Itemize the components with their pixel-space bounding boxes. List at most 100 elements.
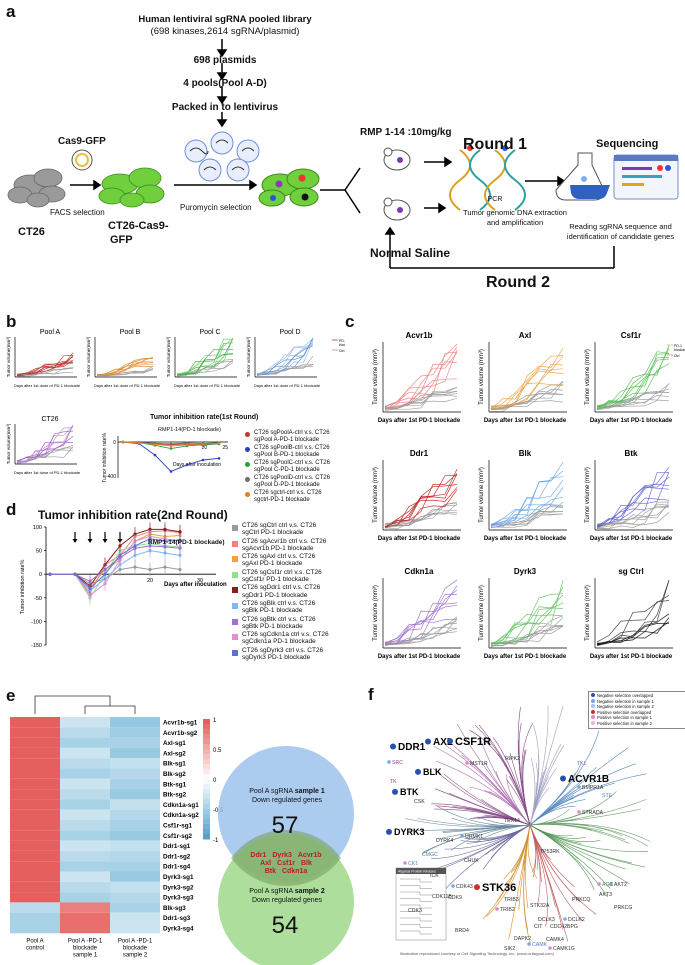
- heatmap-row-label: Btk-sg2: [163, 792, 187, 799]
- gene-plot-series-line: [596, 580, 670, 647]
- legend-d-text: sgBlk PD-1 blockade: [242, 607, 303, 615]
- heatmap-cell: [60, 861, 110, 872]
- legend-b-text: sgPool A-PD-1 blockade: [254, 437, 320, 443]
- heatmap-cell: [10, 809, 60, 820]
- gene-plot-series-line: [490, 625, 564, 644]
- heatmap-cell: [10, 861, 60, 872]
- heatmap-col-label: Pool A -PD-1: [118, 938, 153, 944]
- legend-b-text: CT26 sgPoolA-ctrl v.s. CT26: [254, 430, 330, 436]
- legend-f: Negative selection overlapped Negative se…: [588, 691, 685, 729]
- gene-plot-ylabel: Tumor volume (mm³): [585, 585, 591, 641]
- inhib-b-tick: 20: [202, 445, 208, 451]
- inhib-b-point: [137, 441, 141, 445]
- kinase-marker: [425, 738, 431, 745]
- kinase-small-marker: [527, 942, 531, 946]
- inhib-d-point: [103, 582, 107, 586]
- heatmap-cell: [10, 799, 60, 810]
- heatmap-cell: [110, 789, 160, 800]
- legend-d-swatch: [232, 587, 238, 594]
- inhib-d-point: [163, 527, 167, 531]
- gene-plot-title: Btk: [625, 449, 638, 458]
- kinase-big-label: CSF1R: [455, 736, 491, 748]
- panel-c-plots: Acvr1b Days after 1st PD-1 blockade Tumor …: [373, 331, 685, 660]
- panel-d-label: d: [6, 500, 17, 519]
- gene-plot-series-line: [384, 346, 458, 407]
- pool-plot-ylabel: Tumor volume(mm³): [6, 423, 11, 464]
- venn-bot-number: 54: [271, 912, 299, 939]
- heatmap-cell: [110, 912, 160, 923]
- scale-bar-segment: [203, 744, 210, 750]
- legend-f-swatch: [591, 720, 595, 725]
- gene-plot-series-line: [490, 580, 564, 646]
- heatmap-cell: [60, 881, 110, 893]
- round1-label: Round 1: [463, 136, 527, 153]
- heatmap-col-label: control: [26, 945, 44, 951]
- gene-plot-series-line: [384, 468, 458, 527]
- scale-bar-segment: [203, 784, 210, 790]
- kinase-small-label: PRKCQ: [572, 897, 590, 903]
- gene-plot-series-line: [490, 355, 564, 411]
- heatmap-cell: [10, 902, 60, 913]
- kinase-small-marker: [495, 907, 499, 911]
- gene-plot-series-line: [596, 395, 670, 408]
- scale-bar-segment: [203, 734, 210, 740]
- inhib-b-point: [169, 444, 173, 448]
- pcr-label: PCR: [487, 196, 503, 203]
- cas9-plasmid: [71, 149, 93, 171]
- heatmap-cell: [10, 820, 60, 831]
- pool-plot-series-line: [176, 338, 234, 375]
- gene-plot-series-line: [384, 627, 458, 646]
- inhib-annot-d: RMP1-14(PD-1 blockade): [148, 539, 225, 546]
- kinase-small-label: CHUK: [464, 858, 479, 864]
- kinase-small-label: PRKCG: [614, 905, 632, 911]
- gene-plot-series-line: [384, 602, 458, 645]
- venn-bot-prefix: Pool A sgRNA: [249, 888, 293, 895]
- panel-e-label: e: [6, 686, 16, 705]
- inhib-d-tick: -150: [31, 643, 42, 649]
- scale-bar-segment: [203, 759, 210, 765]
- heatmap-cell: [10, 747, 60, 759]
- legend-f-swatch: [591, 693, 595, 697]
- panel-a-diagram: [7, 39, 679, 269]
- kinase-marker: [474, 884, 480, 891]
- heatmap-row-label: Ddr1-sg3: [163, 915, 191, 922]
- legend-f-text: Negative selection overlapped: [597, 693, 654, 698]
- kinase-small-label: TP53RK: [540, 849, 560, 855]
- dose-arrow-head: [72, 539, 78, 543]
- kinase-small-label: ICK: [430, 873, 439, 879]
- gene-plot-series-line: [490, 624, 564, 645]
- heatmap-row-label: Csf1r-sg1: [163, 823, 193, 830]
- gene-plot-xlabel: Days after 1st PD-1 blockade: [378, 536, 461, 542]
- inhib-b-point: [121, 440, 125, 444]
- heatmap-row-label: Acvr1b-sg1: [163, 720, 198, 727]
- inhib-d-point: [178, 567, 182, 572]
- legend-b-text: sgctrl-PD-1 blockade: [254, 497, 310, 503]
- panel-a-label: a: [6, 2, 16, 21]
- gene-plot-series-line: [384, 473, 458, 529]
- heatmap-cell: [10, 830, 60, 841]
- inhib-b-point: [153, 453, 157, 457]
- inhib-d-point: [148, 537, 152, 541]
- kinase-small-label: CDK3: [408, 908, 422, 914]
- kinome-branch: [457, 724, 531, 826]
- gene-plot-title: Ddr1: [410, 449, 429, 458]
- kinase-small-label: CSK: [414, 799, 425, 805]
- plasmids-label: 698 plasmids: [193, 55, 257, 66]
- kinase-marker: [560, 775, 566, 782]
- mouse-icons: [383, 147, 411, 221]
- kinome-branch: [529, 824, 574, 837]
- kinase-small-label: STRADA: [582, 810, 604, 816]
- gene-plot-series-line: [596, 600, 670, 643]
- inhib-d-point: [133, 544, 137, 548]
- panel-f-kinome-tree: Atypical Protein Kinases DDR1 AXL CSF1R BLK B…: [386, 705, 651, 952]
- pool-plot-series-line: [16, 425, 74, 464]
- legend-d-text: CT26 sgBlk ctrl v.s. CT26: [242, 599, 316, 607]
- scale-bar-segment: [203, 754, 210, 760]
- gene-plot-series-line: [384, 394, 458, 410]
- gene-plot-series-line: [490, 476, 564, 526]
- gene-plot-series-line: [596, 617, 670, 644]
- dendrogram-branch: [34, 695, 111, 714]
- kinase-big-label: BTK: [400, 787, 419, 797]
- heatmap-cell: [10, 871, 60, 882]
- kinase-small-label: DCLK2: [568, 917, 585, 923]
